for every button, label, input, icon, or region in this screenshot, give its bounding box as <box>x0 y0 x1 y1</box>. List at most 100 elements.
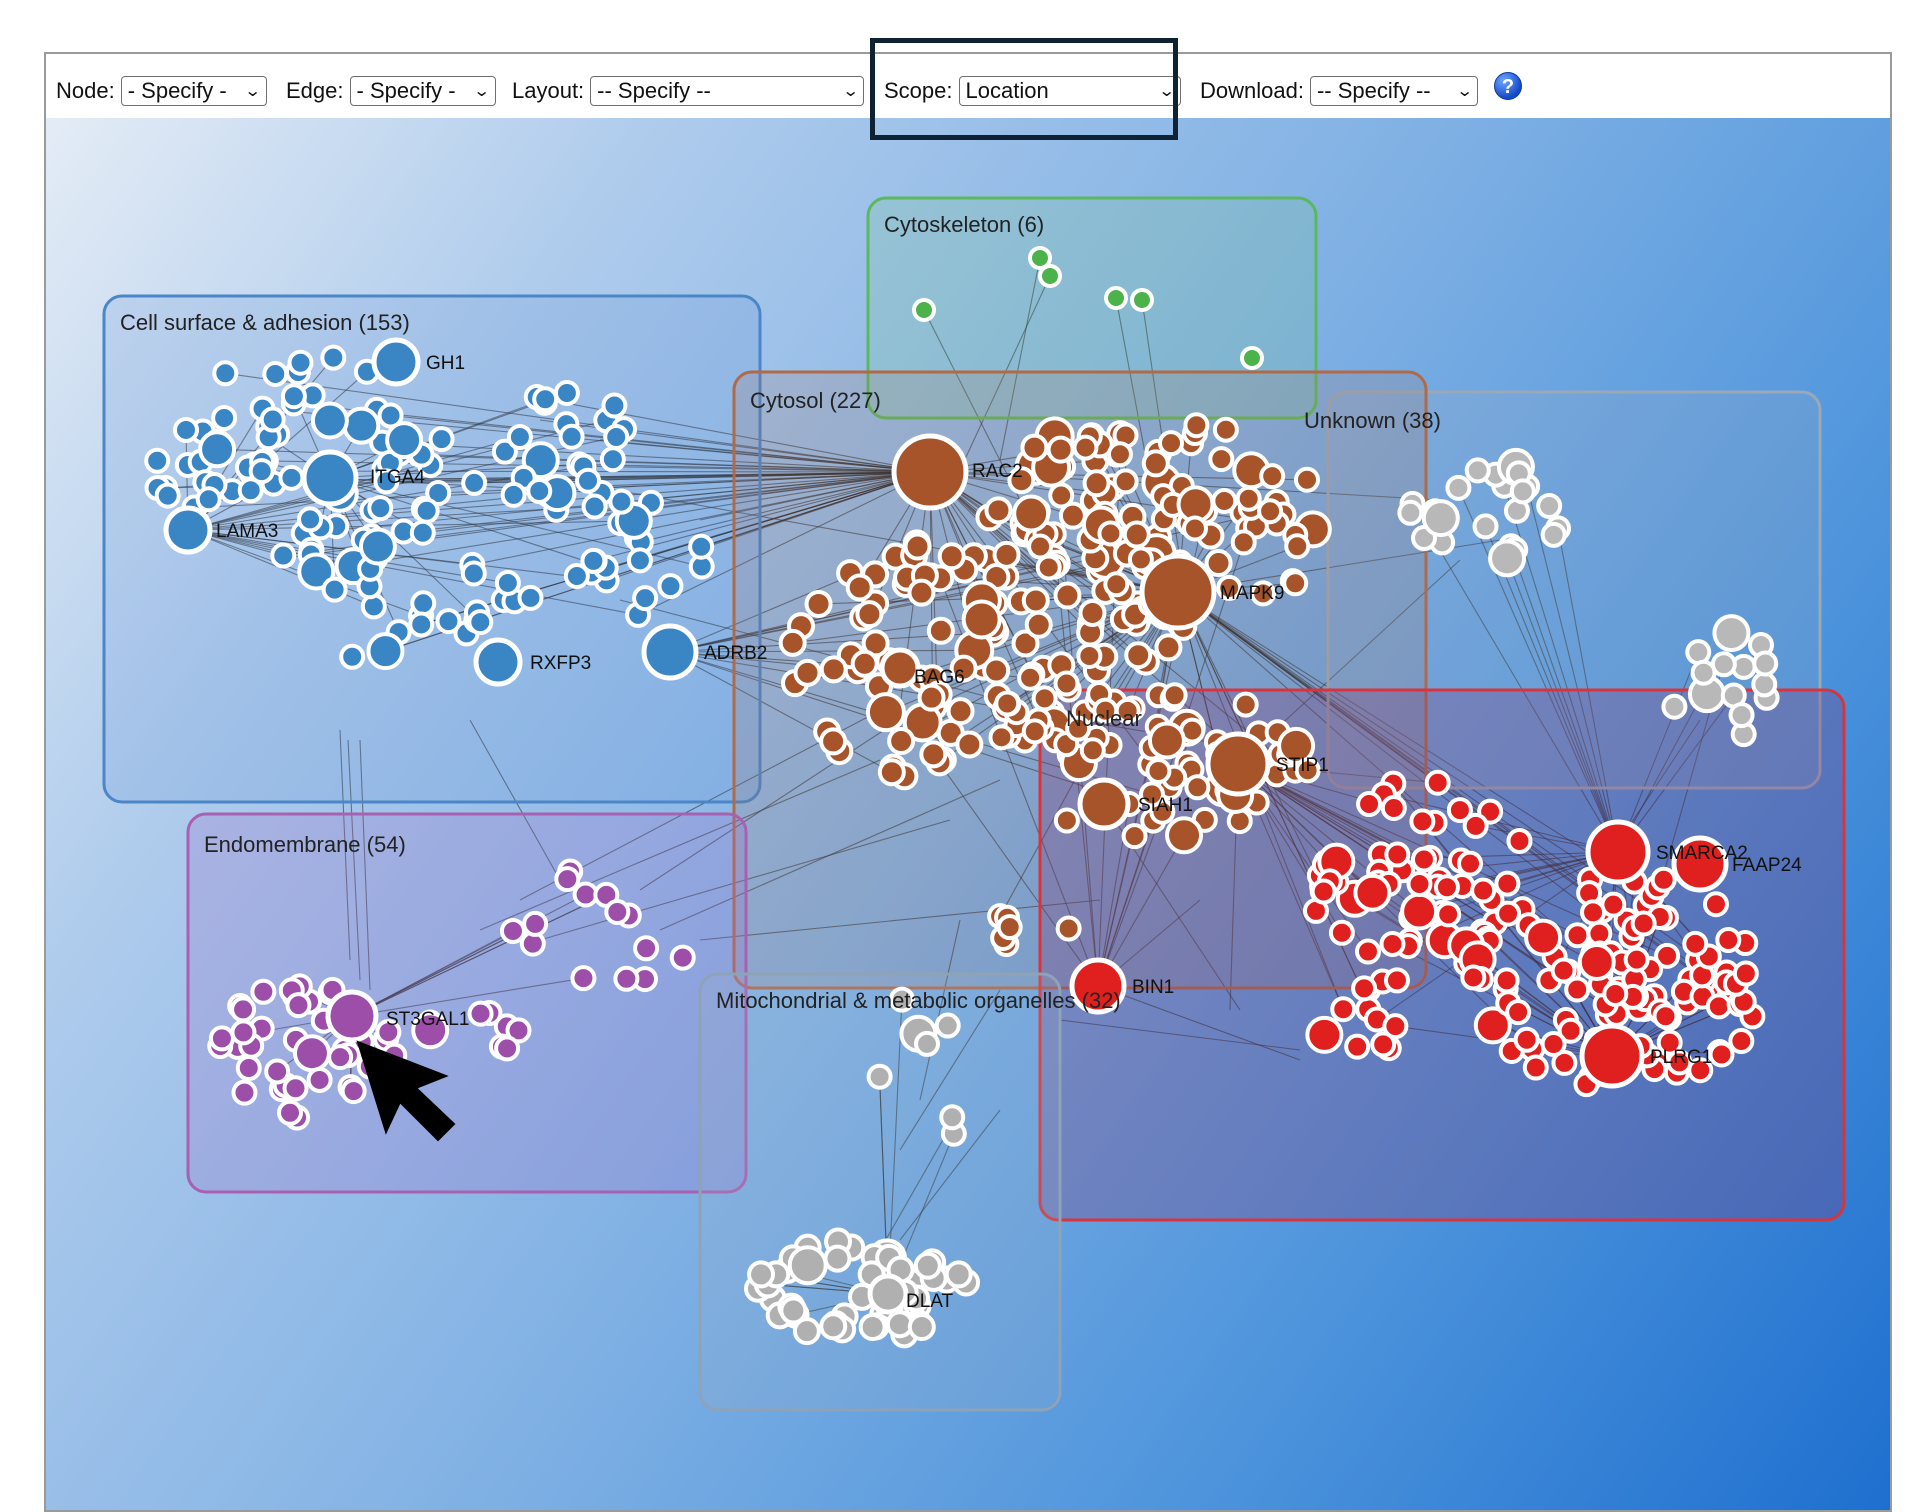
node-cytosol <box>909 581 933 605</box>
node-cytosol <box>1160 432 1182 454</box>
node-label-st3gal1: ST3GAL1 <box>386 1009 469 1030</box>
node-cytosol <box>807 592 831 616</box>
node-unknown <box>1512 480 1534 502</box>
help-icon[interactable]: ? <box>1494 72 1522 100</box>
cluster-title-cytosol: Cytosol (227) <box>750 388 881 413</box>
node-endomembrane <box>233 1082 255 1104</box>
cluster-title-cytoskeleton: Cytoskeleton (6) <box>884 212 1044 237</box>
node-cytosol <box>929 619 953 643</box>
node-nucleus <box>1459 853 1481 875</box>
node-cell-surface <box>175 419 197 441</box>
layout-select[interactable]: -- Specify -- ⌄ <box>590 76 864 106</box>
node-endomembrane <box>287 994 309 1016</box>
node-plrg1 <box>1582 1026 1642 1086</box>
node-cytosol <box>1056 673 1078 695</box>
edge-select[interactable]: - Specify - ⌄ <box>350 76 496 106</box>
node-unknown <box>1693 662 1715 684</box>
node-cytosol <box>984 658 1008 682</box>
download-control: Download: -- Specify -- ⌄ <box>1200 76 1478 106</box>
node-cell-surface <box>214 362 236 384</box>
node-label-stip1: STIP1 <box>1276 755 1329 776</box>
node-endomembrane <box>232 998 254 1020</box>
node-endomembrane <box>252 981 274 1003</box>
node-cell-surface <box>387 423 421 457</box>
node-select[interactable]: - Specify - ⌄ <box>121 76 267 106</box>
node-mitochondrial <box>869 1066 891 1088</box>
node-cytosol <box>853 652 877 676</box>
node-nucleus <box>1413 848 1435 870</box>
node-cell-surface <box>198 488 220 510</box>
node-cell-surface <box>280 467 302 489</box>
node-cytosol <box>920 686 944 710</box>
node-nucleus <box>1516 1029 1538 1051</box>
node-cell-surface <box>503 484 525 506</box>
node-cytoskeleton <box>1132 290 1152 310</box>
node-unknown <box>1424 501 1458 535</box>
node-cell-surface <box>283 385 305 407</box>
node-cytosol <box>1164 684 1186 706</box>
download-select[interactable]: -- Specify -- ⌄ <box>1310 76 1478 106</box>
cluster-title-unknown: Unknown (38) <box>1304 408 1441 433</box>
node-mitochondrial <box>916 1033 938 1055</box>
node-cytosol <box>1238 488 1260 510</box>
network-graph[interactable]: Cytoskeleton (6)Cell surface & adhesion … <box>46 118 1892 1512</box>
chevron-down-icon: ⌄ <box>1456 81 1473 101</box>
node-label-faap24: FAAP24 <box>1732 855 1802 876</box>
node-nucleus <box>1357 941 1379 963</box>
node-mitochondrial <box>790 1247 826 1283</box>
node-label-siah1: SIAH1 <box>1138 795 1193 816</box>
chevron-down-icon: ⌄ <box>244 81 261 101</box>
network-canvas[interactable]: Cytoskeleton (6)Cell surface & adhesion … <box>46 118 1890 1512</box>
node-cytoskeleton <box>1242 348 1262 368</box>
node-cytosol <box>1056 810 1078 832</box>
node-cytosol <box>822 657 846 681</box>
scope-select[interactable]: Location ⌄ <box>959 76 1181 106</box>
node-endomembrane <box>524 913 546 935</box>
node-cell-surface <box>534 388 556 410</box>
node-cytosol <box>957 732 981 756</box>
node-cytosol <box>796 661 820 685</box>
node-nucleus <box>1402 894 1436 928</box>
node-mitochondrial <box>941 1106 963 1128</box>
cluster-title-nucleus-partial: Nuclear <box>1066 706 1142 731</box>
node-nucleus <box>1717 929 1739 951</box>
node-nucleus <box>1507 1001 1529 1023</box>
node-cytosol <box>880 760 904 784</box>
node-cytosol <box>990 726 1012 748</box>
node-cell-surface <box>416 500 438 522</box>
node-cytosol <box>1235 694 1257 716</box>
node-cell-surface <box>213 407 235 429</box>
node-cytosol <box>1115 470 1137 492</box>
node-cell-surface <box>463 472 485 494</box>
node-nucleus <box>1462 966 1484 988</box>
node-cell-surface <box>322 347 344 369</box>
node-mitochondrial <box>781 1299 805 1323</box>
node-nucleus <box>1508 830 1530 852</box>
layout-select-value: -- Specify -- <box>597 78 711 104</box>
node-cytosol <box>1029 536 1051 558</box>
cluster-title-endomembrane: Endomembrane (54) <box>204 832 406 857</box>
node-cytosol <box>1022 436 1046 460</box>
node-cytosol <box>1074 437 1096 459</box>
node-cell-surface <box>582 550 604 572</box>
chevron-down-icon: ⌄ <box>473 81 490 101</box>
node-cell-surface <box>262 409 284 431</box>
node-cell-surface <box>463 562 485 584</box>
node-unknown <box>1399 502 1421 524</box>
node-cytosol <box>1125 523 1149 547</box>
node-nucleus <box>1654 1005 1676 1027</box>
node-cytosol <box>1049 438 1073 462</box>
toolbar: Node: - Specify - ⌄ Edge: - Specify - ⌄ … <box>46 54 1890 118</box>
node-nucleus <box>1472 880 1494 902</box>
node-dlat <box>870 1276 906 1312</box>
node-cytosol <box>995 543 1019 567</box>
node-cell-surface <box>610 491 632 513</box>
node-siah1 <box>1080 780 1128 828</box>
node-cytosol <box>1024 588 1048 612</box>
node-nucleus <box>1408 873 1430 895</box>
node-cytosol <box>781 631 805 655</box>
node-cell-surface <box>369 497 391 519</box>
node-itga4 <box>304 452 356 504</box>
node-endomembrane <box>329 1046 351 1068</box>
node-label-adrb2: ADRB2 <box>704 643 767 664</box>
